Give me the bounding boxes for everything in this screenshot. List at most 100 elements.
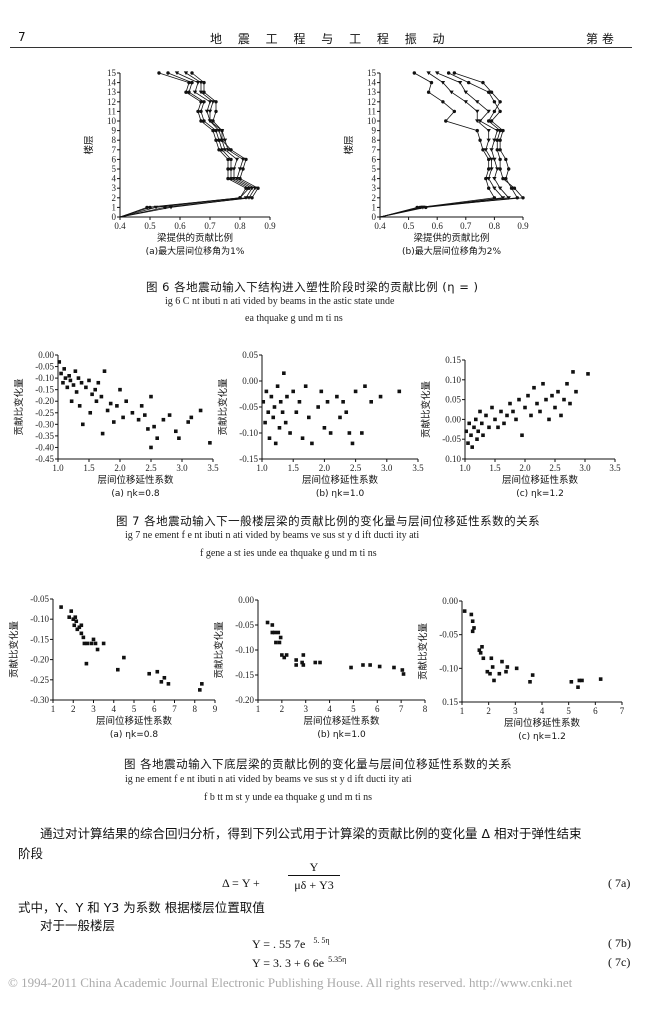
- data-marker: [196, 109, 200, 114]
- data-point: [294, 663, 298, 667]
- eq7a-number: ( 7a): [608, 876, 631, 890]
- data-marker: [435, 71, 440, 75]
- data-marker: [184, 90, 188, 94]
- data-marker: [198, 81, 204, 85]
- y-tick-label: 13: [107, 87, 117, 97]
- x-tick-label: 2.0: [319, 463, 331, 473]
- x-tick-label: 2: [71, 704, 76, 714]
- data-point: [79, 380, 84, 385]
- data-point: [88, 410, 93, 415]
- data-point: [208, 441, 212, 445]
- data-point: [77, 404, 82, 408]
- y-tick-label: -0.15: [30, 634, 49, 644]
- data-point: [504, 669, 508, 674]
- data-marker: [498, 109, 502, 114]
- y-tick-label: 14: [107, 78, 117, 88]
- data-point: [481, 656, 486, 661]
- x-tick-label: 7: [620, 706, 625, 716]
- x-tick-label: 0.7: [204, 221, 216, 231]
- y-tick-label: -0.30: [35, 419, 54, 429]
- y-tick-label: -0.10: [35, 373, 54, 383]
- subfigure-caption: (b) ηk=1.0: [316, 489, 365, 499]
- paragraph-general-floor: 对于一般楼层: [40, 918, 116, 933]
- data-point: [529, 413, 533, 418]
- x-tick-label: 0.7: [460, 221, 472, 231]
- data-marker: [157, 71, 161, 75]
- x-axis-label: 层间位移延性系数: [504, 717, 581, 729]
- data-marker: [475, 100, 480, 104]
- data-point: [401, 672, 406, 676]
- data-point: [274, 640, 278, 645]
- data-marker: [483, 148, 489, 152]
- data-point: [186, 420, 190, 424]
- data-point: [285, 394, 289, 399]
- data-marker: [220, 148, 224, 152]
- y-tick-label: 13: [367, 87, 377, 97]
- y-tick-label: 4: [112, 174, 117, 184]
- data-point: [270, 623, 275, 627]
- y-tick-label: -0.35: [35, 431, 54, 441]
- y-tick-label: 5: [372, 164, 377, 174]
- data-point: [307, 415, 311, 420]
- y-tick-label: 0.00: [442, 596, 458, 606]
- data-point: [272, 405, 277, 409]
- data-point: [152, 424, 156, 429]
- data-point: [363, 384, 367, 388]
- data-point: [74, 390, 79, 394]
- data-point: [278, 635, 283, 640]
- data-marker: [229, 148, 233, 152]
- data-point: [81, 635, 86, 640]
- x-tick-label: 1.0: [52, 463, 64, 473]
- x-tick-label: 1.5: [489, 463, 501, 473]
- data-marker: [495, 167, 500, 171]
- y-tick-label: 0.05: [242, 350, 258, 360]
- data-point: [485, 669, 490, 674]
- data-point: [562, 397, 566, 402]
- subfigure-caption: (a) ηk=0.8: [110, 730, 158, 740]
- data-point: [162, 675, 167, 680]
- data-marker: [512, 186, 517, 190]
- fig7-caption: 图 7 各地震动输入下一般楼层梁的贡献比例的变化量与层间位移延性系数的关系: [116, 514, 541, 528]
- data-point: [278, 400, 283, 404]
- chart-2: 0.4 0.5 0.6 0.7 0.8 0.90123456789101112131415…: [343, 68, 529, 257]
- chart-4: 1.0 1.5 2.0 2.5 3.0 3.5 -0.15 -0.10 -0.05 0.00 0.0…: [217, 350, 424, 499]
- data-point: [59, 605, 63, 609]
- data-marker: [484, 176, 488, 181]
- data-point: [469, 612, 474, 617]
- data-marker: [486, 109, 491, 114]
- data-point: [481, 433, 485, 438]
- data-point: [75, 627, 80, 632]
- x-tick-label: 3.5: [609, 463, 621, 473]
- y-tick-label: -0.05: [30, 594, 49, 604]
- y-tick-label: -0.05: [235, 620, 254, 630]
- data-point: [147, 671, 151, 676]
- data-point: [301, 653, 306, 657]
- data-point: [470, 445, 474, 449]
- eq7a-fraction-bar: [288, 875, 340, 876]
- data-point: [472, 626, 476, 630]
- data-marker: [501, 128, 505, 133]
- y-tick-label: 8: [112, 135, 117, 145]
- data-point: [550, 393, 554, 398]
- data-marker: [244, 186, 248, 190]
- chart-8: 1 2 3 4 5 6 7 0.15 -0.10 -0.05 0.00 层间位移延性系数 贡献比变化量 (…: [417, 596, 625, 742]
- x-tick-label: 1.0: [459, 463, 471, 473]
- data-point: [377, 664, 382, 669]
- data-point: [325, 400, 330, 404]
- data-point: [328, 431, 333, 435]
- y-axis-label: 贡献比变化量: [217, 378, 229, 436]
- x-axis-label: 层间位移延性系数: [303, 715, 380, 727]
- data-marker: [486, 167, 491, 171]
- y-tick-label: -0.15: [35, 385, 54, 395]
- x-tick-label: 2: [486, 706, 491, 716]
- data-point: [368, 663, 372, 667]
- x-tick-label: 3: [513, 706, 518, 716]
- x-tick-label: 4: [540, 706, 545, 716]
- fig6-caption-en-2: ea thquake g und m ti ns: [245, 313, 343, 324]
- y-tick-label: 11: [367, 106, 376, 116]
- y-tick-label: 10: [367, 116, 377, 126]
- fig6-caption: 图 6 各地震动输入下结构进入塑性阶段时梁的贡献比例 (η = ): [146, 280, 479, 294]
- data-point: [277, 426, 282, 430]
- data-point: [100, 431, 105, 436]
- y-axis-label: 贡献比变化量: [8, 621, 20, 679]
